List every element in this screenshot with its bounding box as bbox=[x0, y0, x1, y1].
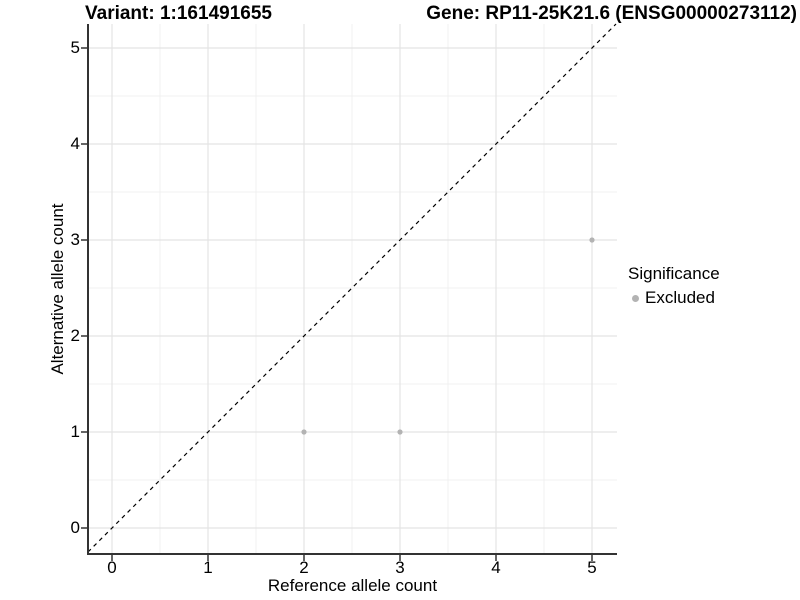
plot-title-variant: Variant: 1:161491655 bbox=[85, 3, 272, 24]
y-tick-label: 2 bbox=[70, 326, 80, 345]
y-tick-label: 1 bbox=[70, 422, 80, 441]
y-axis-title: Alternative allele count bbox=[48, 203, 67, 375]
y-tick-label: 3 bbox=[70, 230, 80, 249]
legend-item-label: Excluded bbox=[645, 288, 715, 307]
y-tick-label: 5 bbox=[70, 38, 80, 57]
data-point bbox=[589, 237, 595, 243]
legend-item-excluded: Excluded bbox=[632, 288, 720, 308]
legend: Significance Excluded bbox=[628, 264, 720, 308]
x-tick-label: 5 bbox=[587, 558, 597, 577]
x-tick-label: 1 bbox=[203, 558, 213, 577]
legend-point-icon bbox=[632, 294, 639, 302]
y-tick-label: 0 bbox=[70, 518, 80, 537]
x-tick-label: 2 bbox=[299, 558, 309, 577]
y-tick-label: 4 bbox=[70, 134, 80, 153]
data-point bbox=[301, 429, 307, 435]
x-tick-label: 4 bbox=[491, 558, 501, 577]
x-axis-title: Reference allele count bbox=[267, 576, 438, 595]
x-tick-label: 0 bbox=[107, 558, 117, 577]
plot-title-gene: Gene: RP11-25K21.6 (ENSG00000273112) bbox=[426, 3, 797, 24]
legend-title: Significance bbox=[628, 264, 720, 283]
x-tick-label: 3 bbox=[395, 558, 405, 577]
data-point bbox=[397, 429, 403, 435]
